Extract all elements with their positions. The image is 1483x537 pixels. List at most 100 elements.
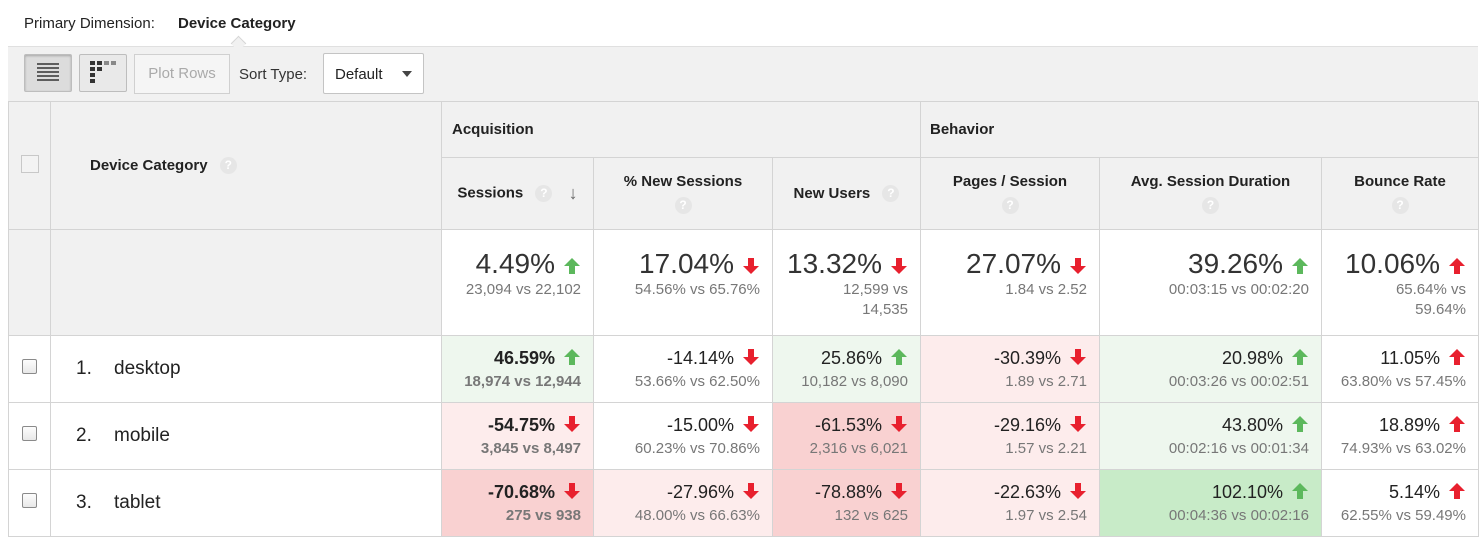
arrow-down-icon — [742, 482, 760, 505]
arrow-up-icon — [1448, 415, 1466, 438]
help-icon[interactable]: ? — [1202, 196, 1219, 214]
row-bounce-rate-pct: 18.89% — [1378, 414, 1440, 435]
row-sessions-pct: 46.59% — [493, 347, 555, 368]
report-table: Device Category ? Acquisition Behavior S… — [8, 101, 1479, 537]
row-dimension-value[interactable]: mobile — [114, 425, 170, 446]
row-sessions-cell: -70.68% 275 vs 938 — [441, 469, 594, 537]
row-bounce-rate-cell: 18.89% 74.93% vs 63.02% — [1321, 402, 1479, 470]
pages-session-header-label: Pages / Session — [952, 173, 1068, 191]
row-new-sessions-pct: -15.00% — [666, 414, 734, 435]
summary-new-users: 13.32% 12,599 vs 14,535 — [772, 229, 921, 336]
acquisition-group-header: Acquisition — [441, 101, 921, 158]
row-checkbox[interactable] — [22, 493, 37, 508]
row-checkbox[interactable] — [22, 359, 37, 374]
table-toolbar: Plot Rows Sort Type: Default — [8, 47, 1478, 102]
row-pages-session-compare: 1.97 vs 2.54 — [1005, 507, 1087, 525]
summary-pages-session-pct: 27.07% — [966, 248, 1061, 279]
help-icon[interactable]: ? — [1391, 196, 1409, 214]
row-avg-duration-cell: 102.10% 00:04:36 vs 00:02:16 — [1099, 469, 1322, 537]
primary-dimension-device-category[interactable]: Device Category — [178, 15, 296, 32]
summary-new-users-compare: 12,599 vs — [842, 281, 908, 299]
summary-pages-session-compare: 1.84 vs 2.52 — [1005, 281, 1087, 299]
arrow-up-icon — [1448, 348, 1466, 371]
row-avg-duration-compare: 00:03:26 vs 00:02:51 — [1168, 373, 1309, 391]
row-new-sessions-compare: 48.00% vs 66.63% — [634, 507, 760, 525]
table-row: 3. tablet -70.68% 275 vs 938 -27.96% 48.0… — [8, 469, 1479, 537]
summary-bounce-rate-compare: 65.64% vs — [1395, 281, 1466, 299]
pages-session-header[interactable]: Pages / Session ? — [920, 157, 1100, 230]
row-sessions-compare: 18,974 vs 12,944 — [464, 373, 581, 391]
new-sessions-header[interactable]: % New Sessions ? — [593, 157, 773, 230]
table-row: 1. desktop 46.59% 18,974 vs 12,944 -14.14… — [8, 335, 1479, 403]
plot-rows-button[interactable]: Plot Rows — [134, 54, 230, 94]
row-checkbox[interactable] — [22, 426, 37, 441]
help-icon[interactable]: ? — [1001, 196, 1019, 214]
row-new-users-cell: 25.86% 10,182 vs 8,090 — [772, 335, 921, 403]
device-category-header-label[interactable]: Device Category — [90, 156, 208, 174]
row-avg-duration-pct: 43.80% — [1221, 414, 1283, 435]
row-new-users-compare: 132 vs 625 — [834, 507, 908, 525]
row-dimension-cell: 3. tablet — [50, 469, 442, 537]
new-sessions-header-label: % New Sessions — [623, 173, 743, 191]
select-all-cell — [8, 101, 51, 230]
row-avg-duration-compare: 00:02:16 vs 00:01:34 — [1168, 440, 1309, 458]
primary-dimension-bar: Primary Dimension: Device Category — [8, 0, 1478, 52]
help-icon[interactable]: ? — [219, 157, 237, 175]
row-new-users-cell: -61.53% 2,316 vs 6,021 — [772, 402, 921, 470]
avg-session-duration-header-label: Avg. Session Duration — [1130, 173, 1291, 191]
sessions-header[interactable]: Sessions ? ↓ — [441, 157, 594, 230]
arrow-down-icon — [890, 482, 908, 505]
summary-new-users-compare-2: 14,535 — [862, 301, 908, 319]
row-new-sessions-compare: 53.66% vs 62.50% — [634, 373, 760, 391]
table-view-button[interactable] — [24, 54, 72, 92]
row-checkbox-cell — [8, 335, 51, 403]
summary-new-sessions: 17.04% 54.56% vs 65.76% — [593, 229, 773, 336]
row-new-sessions-cell: -27.96% 48.00% vs 66.63% — [593, 469, 773, 537]
pivot-view-button[interactable] — [79, 54, 127, 92]
sort-type-select[interactable]: Default — [323, 53, 424, 94]
row-dimension-value[interactable]: tablet — [114, 492, 161, 513]
row-pages-session-cell: -30.39% 1.89 vs 2.71 — [920, 335, 1100, 403]
help-icon[interactable]: ? — [674, 196, 692, 214]
chevron-down-icon — [402, 71, 412, 77]
row-bounce-rate-pct: 5.14% — [1388, 481, 1440, 502]
row-new-sessions-pct: -27.96% — [666, 481, 734, 502]
row-avg-duration-pct: 20.98% — [1221, 347, 1283, 368]
new-users-header[interactable]: New Users ? — [772, 157, 921, 230]
row-checkbox-cell — [8, 402, 51, 470]
arrow-up-icon — [1291, 415, 1309, 438]
sort-type-label: Sort Type: — [239, 66, 308, 83]
row-pages-session-pct: -22.63% — [993, 481, 1061, 502]
summary-avg-duration-compare: 00:03:15 vs 00:02:20 — [1168, 281, 1309, 299]
row-pages-session-pct: -29.16% — [993, 414, 1061, 435]
arrow-down-icon — [890, 415, 908, 438]
primary-dimension-label: Primary Dimension: — [24, 15, 155, 32]
row-sessions-compare: 3,845 vs 8,497 — [480, 440, 581, 458]
summary-sessions: 4.49% 23,094 vs 22,102 — [441, 229, 594, 336]
summary-new-sessions-compare: 54.56% vs 65.76% — [634, 281, 760, 299]
arrow-up-icon — [1448, 482, 1466, 505]
arrow-down-icon — [742, 348, 760, 371]
dimension-header: Device Category ? — [50, 101, 442, 230]
help-icon[interactable]: ? — [535, 185, 553, 202]
arrow-down-icon — [742, 257, 760, 280]
row-bounce-rate-pct: 11.05% — [1380, 347, 1440, 368]
row-checkbox-cell — [8, 469, 51, 537]
select-all-checkbox[interactable] — [20, 154, 39, 173]
summary-bounce-rate-pct: 10.06% — [1345, 248, 1440, 279]
arrow-down-icon — [742, 415, 760, 438]
row-new-sessions-compare: 60.23% vs 70.86% — [634, 440, 760, 458]
row-pages-session-cell: -22.63% 1.97 vs 2.54 — [920, 469, 1100, 537]
arrow-down-icon — [890, 257, 908, 280]
arrow-up-icon — [1291, 257, 1309, 280]
row-dimension-value[interactable]: desktop — [114, 358, 181, 379]
arrow-up-icon — [1291, 482, 1309, 505]
row-bounce-rate-compare: 74.93% vs 63.02% — [1340, 440, 1466, 458]
summary-checkbox-cell — [8, 229, 51, 336]
bounce-rate-header[interactable]: Bounce Rate ? — [1321, 157, 1479, 230]
table-row: 2. mobile -54.75% 3,845 vs 8,497 -15.00% … — [8, 402, 1479, 470]
help-icon[interactable]: ? — [882, 185, 900, 203]
new-users-header-label: New Users — [793, 184, 871, 202]
arrow-up-icon — [563, 348, 581, 371]
avg-session-duration-header[interactable]: Avg. Session Duration ? — [1099, 157, 1322, 230]
